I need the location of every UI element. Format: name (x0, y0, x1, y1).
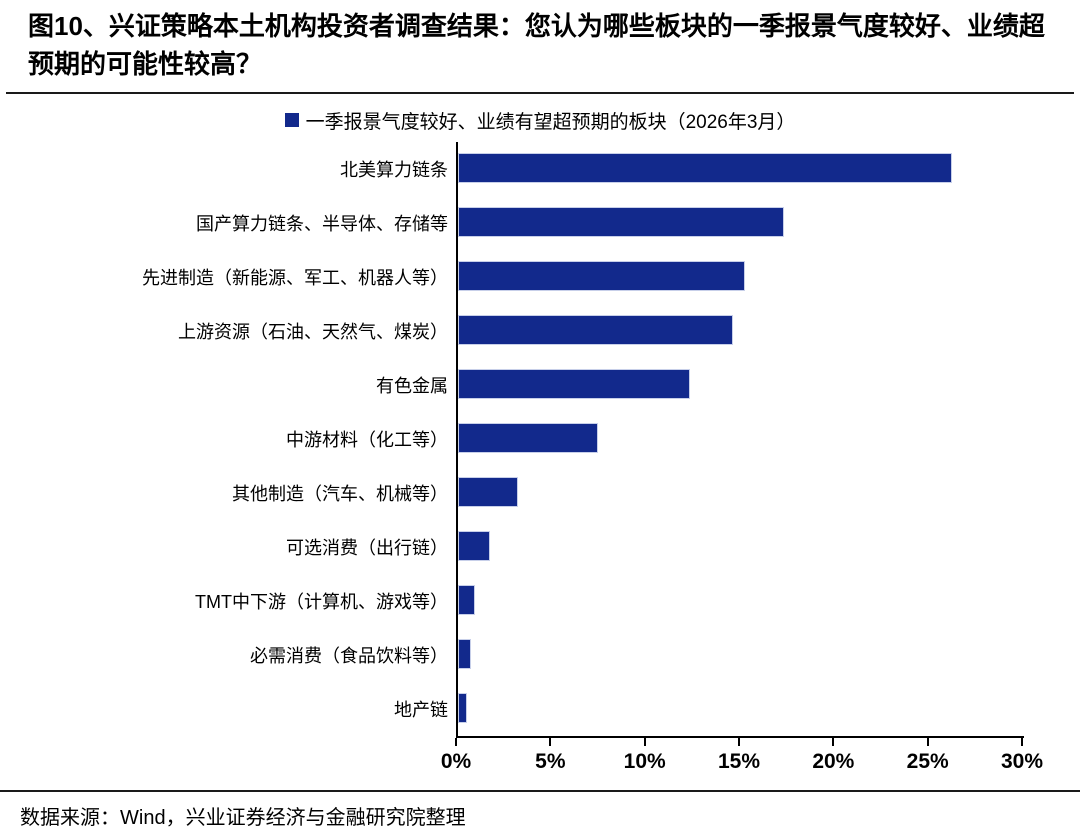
bar (458, 261, 745, 292)
bar-track (458, 682, 1024, 736)
x-axis-tick-label: 5% (535, 750, 566, 774)
category-label: 上游资源（石油、天然气、煤炭） (178, 322, 448, 343)
footer-divider (0, 790, 1080, 793)
bar-track (458, 412, 1024, 466)
x-axis-tick-label: 20% (812, 750, 855, 774)
bar-track (458, 574, 1024, 628)
bar (458, 477, 519, 508)
x-axis-tick (1021, 738, 1023, 747)
category-label: 中游材料（化工等） (286, 430, 448, 451)
bar (458, 531, 491, 562)
figure-title: 图10、兴证策略本土机构投资者调查结果：您认为哪些板块的一季报景气度较好、业绩超… (28, 11, 1045, 79)
category-label: 北美算力链条 (340, 160, 448, 181)
category-label: 地产链 (394, 700, 448, 721)
legend-swatch-icon (284, 113, 299, 128)
legend-label: 一季报景气度较好、业绩有望超预期的板块（2026年3月） (305, 111, 796, 133)
x-axis-tick-label: 0% (440, 750, 472, 774)
bar-track (458, 628, 1024, 682)
x-axis: 0% 5% 10% 15% 20% 25% 30% (441, 738, 1043, 784)
bar (458, 585, 475, 616)
plot-wrap: 0% 5% 10% 15% 20% 25% 30% (441, 142, 1043, 784)
x-axis-tick-label: 10% (623, 750, 666, 774)
bar-track (458, 304, 1024, 358)
category-label: 国产算力链条、半导体、存储等 (196, 214, 448, 235)
x-axis-tick (832, 738, 835, 747)
category-label: 必需消费（食品饮料等） (250, 646, 448, 667)
category-label: 有色金属 (376, 376, 448, 397)
bar (458, 153, 953, 184)
category-labels-column: 北美算力链条国产算力链条、半导体、存储等先进制造（新能源、军工、机器人等） 上游资… (26, 142, 456, 736)
bar (458, 369, 691, 400)
bar-track (458, 520, 1024, 574)
bar-track (458, 250, 1024, 304)
x-axis-tick (549, 738, 552, 747)
bar-track (458, 196, 1024, 250)
bar (458, 639, 472, 670)
x-axis-tick-label: 15% (717, 750, 761, 774)
bar (458, 693, 468, 724)
bar (458, 423, 598, 454)
category-label: TMT中下游（计算机、游戏等） (195, 592, 448, 613)
bar (458, 315, 734, 346)
x-axis-tick (455, 738, 457, 747)
x-axis-tick (738, 738, 740, 747)
bar-chart: 北美算力链条国产算力链条、半导体、存储等先进制造（新能源、军工、机器人等） 上游资… (26, 142, 1080, 784)
x-axis-tick (926, 738, 929, 747)
bar (458, 207, 785, 238)
category-label: 可选消费（出行链） (286, 538, 448, 559)
chart-legend: 一季报景气度较好、业绩有望超预期的板块（2026年3月） (0, 108, 1080, 133)
bar-track (458, 358, 1024, 412)
plot-area (456, 142, 1024, 739)
x-axis-tick-label: 25% (906, 750, 949, 774)
bar-track (458, 142, 1024, 196)
category-label: 先进制造（新能源、军工、机器人等） (142, 268, 448, 289)
bar-track (458, 466, 1024, 520)
title-divider (6, 92, 1074, 95)
data-source-note: 数据来源：Wind，兴业证券经济与金融研究院整理 (20, 807, 466, 830)
x-axis-tick-label: 30% (1000, 750, 1044, 774)
category-label: 其他制造（汽车、机械等） (232, 484, 448, 505)
x-axis-tick (643, 738, 646, 747)
